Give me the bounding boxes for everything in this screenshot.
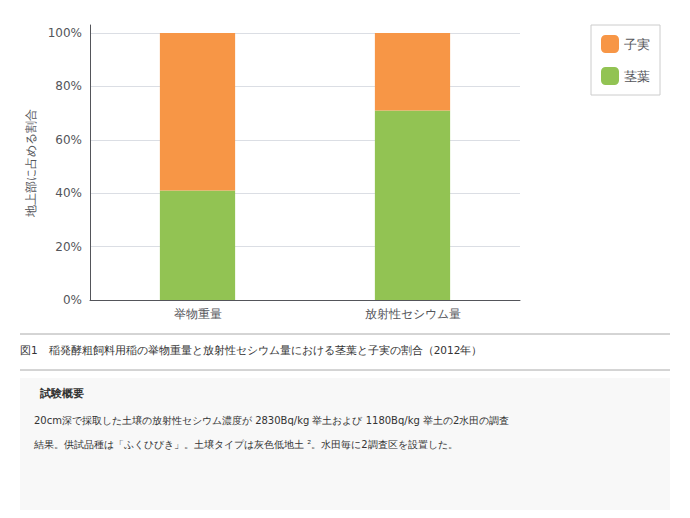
svg-text:放射性セシウム量: 放射性セシウム量 [365, 307, 461, 321]
svg-text:茎葉: 茎葉 [624, 69, 650, 84]
svg-text:40%: 40% [55, 186, 82, 200]
svg-text:試験概要: 試験概要 [39, 387, 84, 400]
svg-text:20%: 20% [55, 240, 82, 254]
svg-text:20cm深で採取した土壌の放射性セシウム濃度が 2830Bq: 20cm深で採取した土壌の放射性セシウム濃度が 2830Bq/kg 举土および … [34, 415, 509, 426]
svg-text:100%: 100% [48, 26, 82, 40]
svg-text:80%: 80% [55, 79, 82, 93]
svg-text:子実: 子実 [624, 37, 650, 52]
svg-text:60%: 60% [55, 133, 82, 147]
svg-text:地上部に占める割合: 地上部に占める割合 [24, 109, 38, 218]
svg-text:0%: 0% [63, 293, 82, 307]
svg-text:図1 稲発酵粗飼料用稲の举物重量と放射性セシウム量における茎: 図1 稲発酵粗飼料用稲の举物重量と放射性セシウム量における茎葉と子実の割合（20… [20, 344, 482, 357]
svg-text:举物重量: 举物重量 [174, 307, 222, 321]
svg-text:結果。供試品種は「ふくひびき」。土壌タイプは灰色低地土 ²。: 結果。供試品種は「ふくひびき」。土壌タイプは灰色低地土 ²。水田毎に2調査区を設… [33, 439, 458, 450]
